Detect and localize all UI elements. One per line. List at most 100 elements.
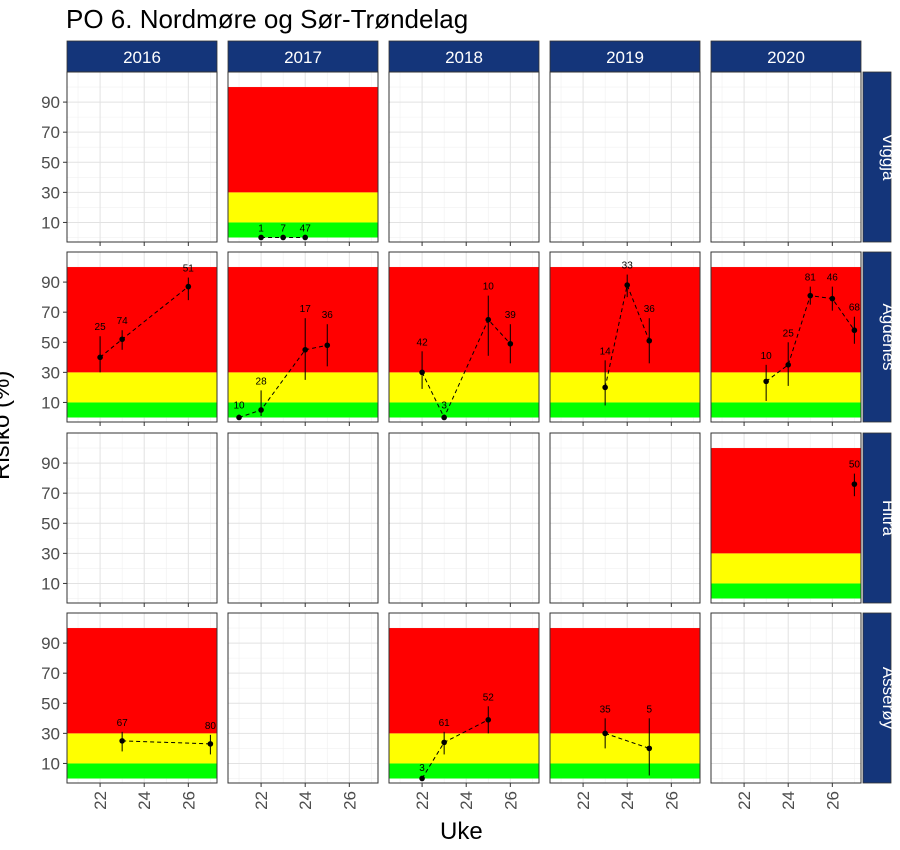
strip-location-label: Agdenes [879, 303, 898, 370]
strip-year-label: 2020 [767, 48, 805, 67]
panel-background [389, 433, 539, 603]
strip-location-label: Viggja [879, 134, 898, 181]
data-point [185, 283, 192, 290]
risk-band [711, 402, 861, 418]
data-point [207, 741, 214, 747]
risk-band [228, 222, 378, 238]
panel-data [389, 628, 539, 782]
x-tick-label: 24 [296, 791, 315, 810]
panel-background [389, 72, 539, 242]
risk-band [711, 583, 861, 599]
panel-background [550, 433, 700, 603]
data-label: 25 [783, 328, 795, 339]
y-tick-label: 30 [41, 363, 60, 382]
panel-viggja-2018 [388, 71, 540, 246]
risk-band [711, 267, 861, 373]
risk-band [550, 402, 700, 418]
data-point [302, 346, 309, 353]
panel-background [711, 613, 861, 783]
data-label: 10 [483, 282, 495, 293]
data-label: 68 [849, 303, 861, 314]
data-point [419, 775, 425, 782]
data-label: 10 [233, 400, 245, 411]
y-tick-label: 50 [41, 514, 60, 533]
series-line [122, 740, 211, 745]
panel-viggja-2019 [549, 71, 701, 246]
data-label: 36 [322, 310, 334, 321]
panel-background [228, 433, 378, 603]
data-point [485, 316, 492, 323]
risk-band [550, 372, 700, 403]
risk-band [711, 553, 861, 584]
risk-band [67, 267, 217, 373]
panel-border [227, 251, 379, 423]
panel-border [710, 612, 862, 784]
data-label: 3 [441, 400, 447, 411]
risk-band [67, 628, 217, 734]
panel-data [67, 628, 217, 779]
panel-asserøy-2018: 3 61 52 22 24 26 [388, 612, 540, 810]
panel-border [227, 432, 379, 604]
panel-data [550, 628, 700, 779]
y-tick-label: 10 [41, 574, 60, 593]
strip-year-label: 2018 [445, 48, 483, 67]
panel-border [227, 612, 379, 784]
y-tick-label: 90 [41, 634, 60, 653]
panel-data [228, 267, 378, 421]
data-label: 3 [419, 763, 425, 774]
panel-agdenes-2016: 25 74 51 10 30 50 70 90 [41, 251, 218, 426]
strip-location-label: Hitra [879, 500, 898, 536]
risk-band [711, 372, 861, 403]
panel-data [711, 448, 861, 599]
x-tick-label: 26 [823, 791, 842, 810]
panel-asserøy-2016: 67 80 10 30 50 70 90 22 24 26 [41, 612, 218, 810]
data-label: 80 [205, 721, 217, 732]
data-label: 51 [183, 264, 195, 275]
panel-agdenes-2017: 10 28 17 36 [227, 251, 379, 426]
y-tick-label: 70 [41, 484, 60, 503]
strip-year-2017 [227, 40, 379, 73]
data-point [763, 378, 769, 385]
panel-border [710, 432, 862, 604]
y-tick-label: 10 [41, 393, 60, 412]
y-tick-label: 90 [41, 273, 60, 292]
risk-band [550, 763, 700, 779]
data-label: 35 [600, 704, 612, 715]
risk-band [67, 763, 217, 779]
y-tick-label: 30 [41, 544, 60, 563]
panel-data [550, 267, 700, 418]
data-point [646, 745, 653, 752]
data-label: 47 [300, 223, 312, 234]
data-label: 67 [117, 718, 129, 729]
panel-viggja-2020 [710, 71, 862, 246]
risk-band [550, 733, 700, 764]
risk-band [711, 448, 861, 554]
x-tick-label: 22 [91, 791, 110, 810]
data-label: 39 [505, 310, 517, 321]
x-axis-label: Uke [440, 818, 483, 845]
panel-viggja-2017: 1 7 47 [227, 71, 379, 246]
data-label: 36 [644, 304, 656, 315]
strip-location-viggja [862, 71, 892, 243]
strip-year-label: 2017 [284, 48, 322, 67]
strip-year-label: 2016 [123, 48, 161, 67]
x-tick-label: 22 [252, 791, 271, 810]
risk-band [389, 372, 539, 403]
panel-hitra-2018 [388, 432, 540, 607]
y-tick-label: 70 [41, 123, 60, 142]
risk-band [67, 402, 217, 418]
risk-band [228, 192, 378, 223]
panel-background [550, 72, 700, 242]
data-label: 7 [280, 223, 286, 234]
data-point [119, 738, 125, 744]
y-tick-label: 90 [41, 93, 60, 112]
risk-band [228, 372, 378, 403]
panel-data [711, 267, 861, 418]
risk-band [389, 763, 539, 779]
data-point [602, 730, 608, 737]
x-tick-label: 26 [662, 791, 681, 810]
panel-data [67, 267, 217, 418]
panel-border [549, 251, 701, 423]
panel-border [710, 251, 862, 423]
